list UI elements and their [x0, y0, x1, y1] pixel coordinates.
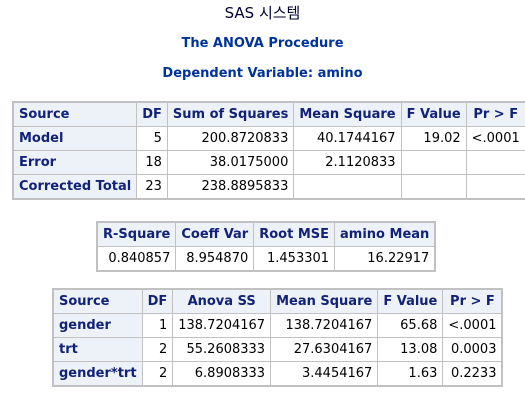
column-header: Mean Square [294, 103, 401, 126]
column-header: Pr > F [443, 290, 502, 313]
column-header: DF [142, 290, 173, 313]
column-header: R-Square [98, 223, 176, 246]
row-header: gender*trt [54, 362, 142, 385]
df-cell: 2 [142, 362, 173, 385]
f-value-cell [401, 175, 466, 198]
row-header: Corrected Total [14, 175, 137, 198]
df-cell: 18 [137, 151, 167, 174]
table-row: trt 2 55.2608333 27.6304167 13.08 0.0003 [54, 338, 502, 361]
ss-cell: 38.0175000 [167, 151, 294, 174]
root-mse-cell: 1.453301 [254, 247, 335, 270]
table-row: Error 18 38.0175000 2.1120833 [14, 151, 525, 174]
p-value-cell: <.0001 [443, 314, 502, 337]
ms-cell: 40.1744167 [294, 127, 401, 150]
table-header-row: R-Square Coeff Var Root MSE amino Mean [98, 223, 435, 246]
column-header: Root MSE [254, 223, 335, 246]
coeff-var-cell: 8.954870 [176, 247, 254, 270]
column-header: Source [14, 103, 137, 126]
df-cell: 2 [142, 338, 173, 361]
column-header: Coeff Var [176, 223, 254, 246]
df-cell: 23 [137, 175, 167, 198]
column-header: Sum of Squares [167, 103, 294, 126]
f-value-cell: 1.63 [378, 362, 443, 385]
table-row: Model 5 200.8720833 40.1744167 19.02 <.0… [14, 127, 525, 150]
ss-cell: 200.8720833 [167, 127, 294, 150]
df-cell: 5 [137, 127, 167, 150]
column-header: amino Mean [335, 223, 435, 246]
dependent-mean-cell: 16.22917 [335, 247, 435, 270]
table-header-row: Source DF Sum of Squares Mean Square F V… [14, 103, 525, 126]
column-header: Anova SS [173, 290, 271, 313]
dependent-variable-title: Dependent Variable: amino [162, 66, 363, 81]
column-header: F Value [378, 290, 443, 313]
column-header: F Value [401, 103, 466, 126]
procedure-title: The ANOVA Procedure [181, 36, 344, 51]
column-header: Source [54, 290, 142, 313]
f-value-cell: 65.68 [378, 314, 443, 337]
row-header: gender [54, 314, 142, 337]
ms-cell: 3.4454167 [271, 362, 378, 385]
table-row: Corrected Total 23 238.8895833 [14, 175, 525, 198]
ss-cell: 238.8895833 [167, 175, 294, 198]
ms-cell: 138.7204167 [271, 314, 378, 337]
p-value-cell [466, 175, 525, 198]
column-header: Mean Square [271, 290, 378, 313]
p-value-cell [466, 151, 525, 174]
table-row: gender*trt 2 6.8908333 3.4454167 1.63 0.… [54, 362, 502, 385]
table-row: 0.840857 8.954870 1.453301 16.22917 [98, 247, 435, 270]
column-header: DF [137, 103, 167, 126]
ms-cell: 27.6304167 [271, 338, 378, 361]
f-value-cell [401, 151, 466, 174]
system-title: SAS 시스템 [224, 4, 301, 22]
table-row: gender 1 138.7204167 138.7204167 65.68 <… [54, 314, 502, 337]
ms-cell [294, 175, 401, 198]
row-header: Model [14, 127, 137, 150]
effects-table: Source DF Anova SS Mean Square F Value P… [52, 288, 504, 387]
p-value-cell: <.0001 [466, 127, 525, 150]
row-header: trt [54, 338, 142, 361]
p-value-cell: 0.0003 [443, 338, 502, 361]
p-value-cell: 0.2233 [443, 362, 502, 385]
fit-statistics-table: R-Square Coeff Var Root MSE amino Mean 0… [96, 221, 437, 272]
ss-cell: 6.8908333 [173, 362, 271, 385]
anova-table: Source DF Sum of Squares Mean Square F V… [12, 101, 525, 200]
ss-cell: 138.7204167 [173, 314, 271, 337]
row-header: Error [14, 151, 137, 174]
f-value-cell: 13.08 [378, 338, 443, 361]
table-header-row: Source DF Anova SS Mean Square F Value P… [54, 290, 502, 313]
ss-cell: 55.2608333 [173, 338, 271, 361]
ms-cell: 2.1120833 [294, 151, 401, 174]
column-header: Pr > F [466, 103, 525, 126]
f-value-cell: 19.02 [401, 127, 466, 150]
df-cell: 1 [142, 314, 173, 337]
r-square-cell: 0.840857 [98, 247, 176, 270]
